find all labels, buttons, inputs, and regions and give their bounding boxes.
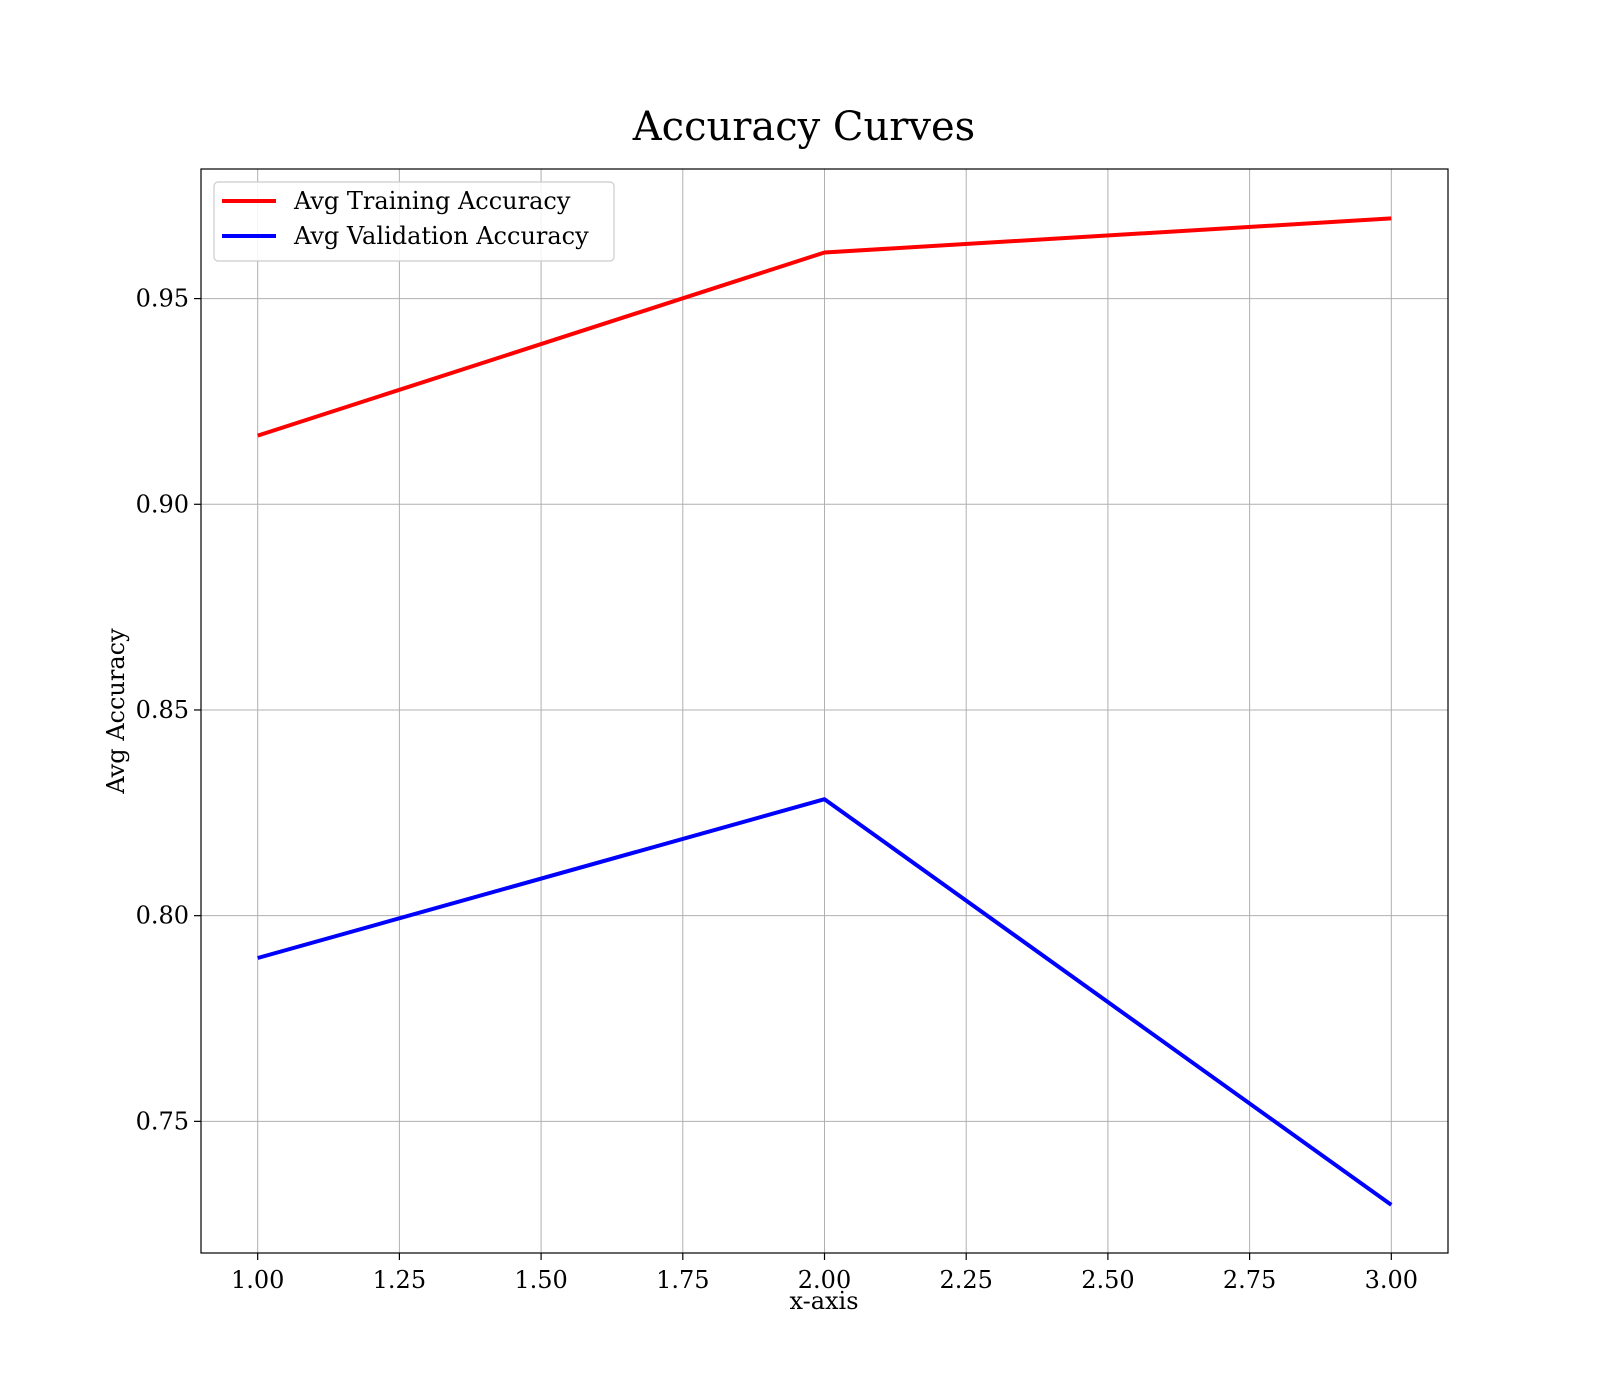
legend-box xyxy=(213,181,615,262)
y-tick-label: 0.95 xyxy=(136,285,189,313)
x-tick-label: 3.00 xyxy=(1365,1266,1418,1294)
y-axis-label: Avg Accuracy xyxy=(102,628,130,795)
x-ticks: 1.00 1.25 1.50 1.75 2.00 2.25 2.50 2.75 3.00 xyxy=(231,1253,1418,1294)
series-lines xyxy=(257,216,1393,1207)
x-tick-label: 1.75 xyxy=(656,1266,709,1294)
legend-label-training: Avg Training Accuracy xyxy=(293,187,571,215)
y-tick-label: 0.85 xyxy=(136,696,189,724)
training-accuracy-line xyxy=(257,216,1392,438)
y-tick-label: 0.90 xyxy=(136,490,189,518)
y-tick-label: 0.75 xyxy=(136,1107,189,1135)
x-tick-label: 2.25 xyxy=(939,1266,992,1294)
legend-label-validation: Avg Validation Accuracy xyxy=(293,222,589,250)
legend: Avg Training Accuracy Avg Validation Acc… xyxy=(213,181,615,262)
chart-title: Accuracy Curves xyxy=(632,104,975,150)
y-ticks: 0.75 0.80 0.85 0.90 0.95 xyxy=(136,285,201,1135)
y-tick-label: 0.80 xyxy=(136,902,189,930)
x-tick-label: 1.50 xyxy=(514,1266,567,1294)
x-axis-label: x-axis xyxy=(789,1287,858,1315)
x-tick-label: 1.25 xyxy=(373,1266,426,1294)
validation-accuracy-line xyxy=(257,797,1393,1207)
x-tick-label: 1.00 xyxy=(231,1266,284,1294)
x-tick-label: 2.75 xyxy=(1223,1266,1276,1294)
grid xyxy=(201,169,1448,1253)
x-tick-label: 2.00 xyxy=(798,1266,851,1294)
x-tick-label: 2.50 xyxy=(1081,1266,1134,1294)
